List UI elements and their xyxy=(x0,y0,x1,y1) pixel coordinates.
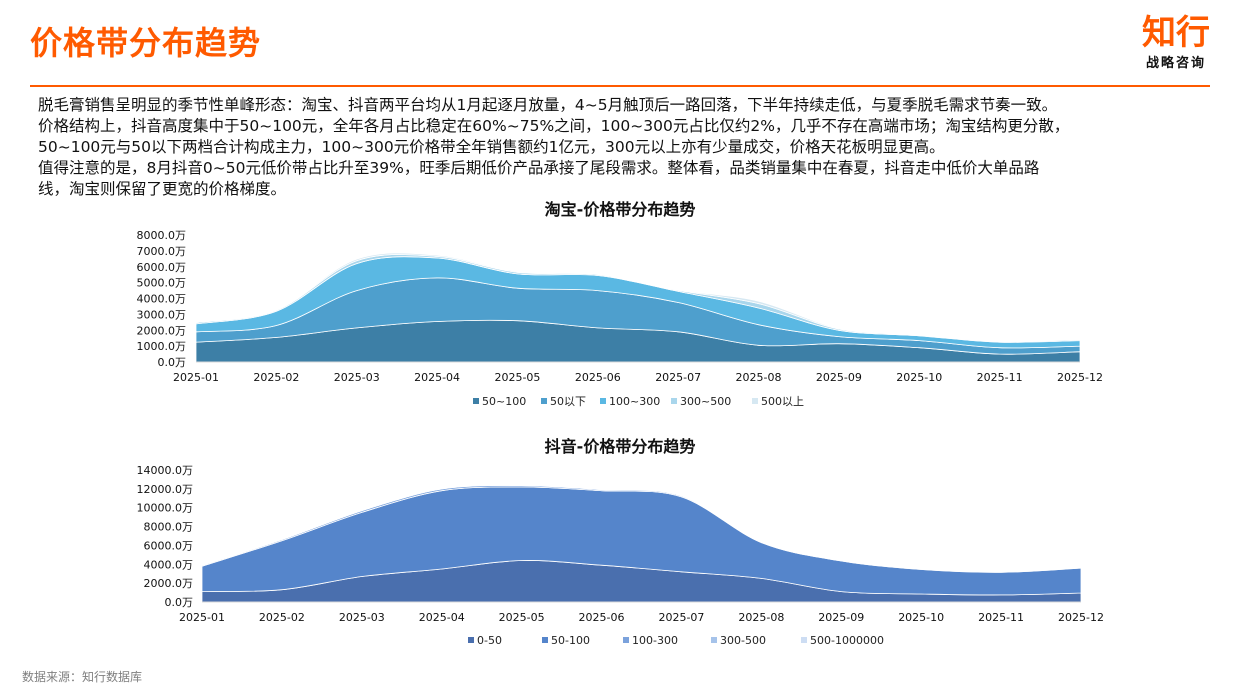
data-source-note: 数据来源：知行数据库 xyxy=(22,670,143,684)
douyin-area-500-1000000 xyxy=(201,484,1082,573)
taobao-x-tick-label: 2025-02 xyxy=(253,371,299,384)
douyin-x-tick-label: 2025-06 xyxy=(579,611,625,624)
douyin-y-tick-label: 4000.0万 xyxy=(144,558,194,571)
douyin-x-tick-label: 2025-11 xyxy=(978,611,1024,624)
douyin-x-tick-label: 2025-08 xyxy=(738,611,784,624)
douyin-legend-swatch xyxy=(542,637,548,643)
taobao-x-tick-label: 2025-05 xyxy=(494,371,540,384)
taobao-legend-label: 100~300 xyxy=(609,395,660,408)
description-line: 价格结构上，抖音高度集中于50~100元，全年各月占比稳定在60%~75%之间，… xyxy=(38,117,1070,135)
taobao-legend-label: 300~500 xyxy=(680,395,731,408)
douyin-legend-swatch xyxy=(468,637,474,643)
title-divider xyxy=(30,85,1210,87)
taobao-x-tick-label: 2025-10 xyxy=(896,371,942,384)
douyin-legend-swatch xyxy=(623,637,629,643)
taobao-x-tick-label: 2025-06 xyxy=(575,371,621,384)
douyin-y-tick-label: 10000.0万 xyxy=(137,502,194,515)
douyin-y-tick-label: 8000.0万 xyxy=(144,521,194,534)
taobao-legend-swatch xyxy=(600,398,606,404)
douyin-x-tick-label: 2025-03 xyxy=(339,611,385,624)
taobao-y-tick-label: 7000.0万 xyxy=(137,245,187,258)
taobao-legend-swatch xyxy=(541,398,547,404)
douyin-x-tick-label: 2025-02 xyxy=(259,611,305,624)
douyin-legend-label: 50-100 xyxy=(551,634,590,647)
taobao-legend-label: 500以上 xyxy=(761,395,804,408)
douyin-legend-label: 500-1000000 xyxy=(810,634,884,647)
taobao-x-tick-label: 2025-11 xyxy=(977,371,1023,384)
taobao-legend-swatch xyxy=(752,398,758,404)
taobao-x-tick-label: 2025-03 xyxy=(334,371,380,384)
douyin-x-tick-label: 2025-05 xyxy=(499,611,545,624)
douyin-x-tick-label: 2025-12 xyxy=(1058,611,1104,624)
taobao-x-tick-label: 2025-04 xyxy=(414,371,460,384)
taobao-x-tick-label: 2025-12 xyxy=(1057,371,1103,384)
taobao-legend-label: 50~100 xyxy=(482,395,526,408)
company-logo: 知行 战略咨询 xyxy=(1142,14,1210,71)
douyin-y-tick-label: 2000.0万 xyxy=(144,577,194,590)
douyin-legend-swatch xyxy=(801,637,807,643)
taobao-y-tick-label: 8000.0万 xyxy=(137,229,187,242)
douyin-price-band-chart: 抖音-价格带分布趋势 0.0万 2000.0万 4000.0万 6000.0万 8000.… xyxy=(137,437,1104,647)
logo-main-text: 知行 xyxy=(1142,13,1210,53)
douyin-x-tick-label: 2025-09 xyxy=(818,611,864,624)
douyin-x-tick-label: 2025-04 xyxy=(419,611,465,624)
description-line: 值得注意的是，8月抖音0~50元低价带占比升至39%，旺季后期低价产品承接了尾段… xyxy=(38,159,1040,177)
douyin-x-tick-label: 2025-01 xyxy=(179,611,225,624)
douyin-legend-label: 300-500 xyxy=(720,634,766,647)
douyin-x-tick-label: 2025-07 xyxy=(658,611,704,624)
douyin-y-tick-label: 12000.0万 xyxy=(137,483,194,496)
taobao-y-tick-label: 6000.0万 xyxy=(137,261,187,274)
description-line: 50~100元与50以下两档合计构成主力，100~300元价格带全年销售额约1亿… xyxy=(38,138,945,156)
taobao-area-500以上 xyxy=(195,252,1081,342)
douyin-chart-title: 抖音-价格带分布趋势 xyxy=(545,437,696,456)
taobao-y-tick-label: 4000.0万 xyxy=(137,293,187,306)
taobao-legend-label: 50以下 xyxy=(550,395,586,408)
taobao-chart-title: 淘宝-价格带分布趋势 xyxy=(545,200,696,219)
taobao-y-tick-label: 5000.0万 xyxy=(137,277,187,290)
taobao-y-tick-label: 2000.0万 xyxy=(137,324,187,337)
douyin-y-tick-label: 6000.0万 xyxy=(144,539,194,552)
douyin-legend-swatch xyxy=(711,637,717,643)
taobao-y-tick-label: 0.0万 xyxy=(158,356,187,369)
douyin-legend-label: 100-300 xyxy=(632,634,678,647)
douyin-legend-label: 0-50 xyxy=(477,634,502,647)
page-title: 价格带分布趋势 xyxy=(30,24,262,62)
taobao-x-tick-label: 2025-01 xyxy=(173,371,219,384)
taobao-y-tick-label: 1000.0万 xyxy=(137,340,187,353)
douyin-y-tick-label: 14000.0万 xyxy=(137,464,194,477)
douyin-y-tick-label: 0.0万 xyxy=(165,596,194,609)
description-line: 脱毛膏销售呈明显的季节性单峰形态：淘宝、抖音两平台均从1月起逐月放量，4~5月触… xyxy=(38,96,1058,114)
taobao-price-band-chart: 淘宝-价格带分布趋势 0.0万 1000.0万 2000.0万 3000.0万 4000.… xyxy=(137,200,1103,408)
taobao-legend-swatch xyxy=(671,398,677,404)
taobao-legend-swatch xyxy=(473,398,479,404)
logo-sub-text: 战略咨询 xyxy=(1145,56,1206,71)
douyin-x-tick-label: 2025-10 xyxy=(898,611,944,624)
taobao-x-tick-label: 2025-08 xyxy=(736,371,782,384)
taobao-x-tick-label: 2025-07 xyxy=(655,371,701,384)
description-line: 线，淘宝则保留了更宽的价格梯度。 xyxy=(38,180,287,198)
description: 脱毛膏销售呈明显的季节性单峰形态：淘宝、抖音两平台均从1月起逐月放量，4~5月触… xyxy=(38,95,1218,200)
taobao-x-tick-label: 2025-09 xyxy=(816,371,862,384)
taobao-y-tick-label: 3000.0万 xyxy=(137,308,187,321)
